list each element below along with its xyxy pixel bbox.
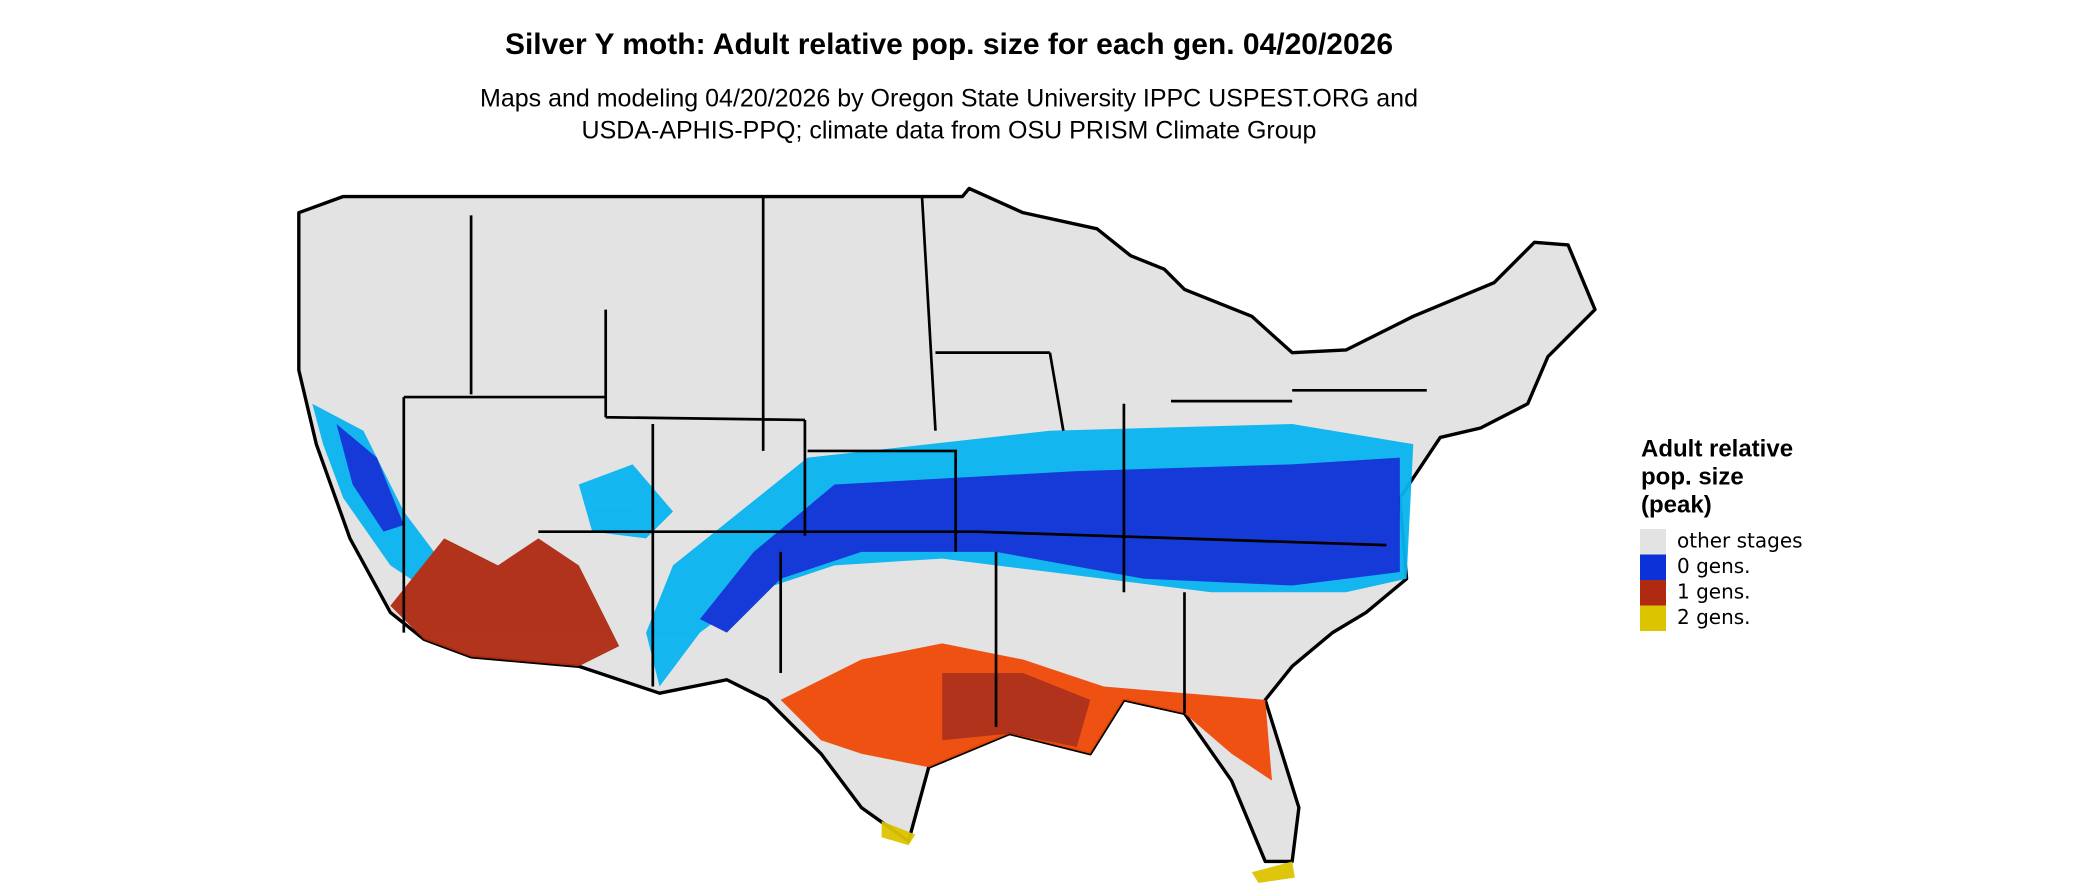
heat-zones — [312, 403, 1414, 883]
legend-title: pop. size — [1641, 463, 1744, 490]
legend-label: other stages — [1677, 529, 1803, 553]
subtitle-line: Maps and modeling 04/20/2026 by Oregon S… — [480, 85, 1418, 113]
legend-swatch — [1640, 529, 1666, 555]
legend-label: 1 gens. — [1677, 580, 1751, 604]
legend: Adult relative pop. size (peak) other st… — [1640, 435, 1803, 631]
zone-yellow — [881, 821, 1295, 883]
legend-swatch — [1640, 580, 1666, 606]
legend-label: 0 gens. — [1677, 554, 1751, 578]
legend-label: 2 gens. — [1677, 605, 1751, 629]
zone-blue — [699, 457, 1400, 633]
zone-blue-west — [336, 423, 404, 532]
map — [297, 186, 1597, 883]
legend-swatch — [1640, 554, 1666, 580]
title: Silver Y moth: Adult relative pop. size … — [505, 28, 1393, 61]
legend-swatch — [1640, 605, 1666, 631]
state-lines — [402, 196, 1427, 727]
zone-red-south — [942, 673, 1091, 748]
legend-title: Adult relative — [1641, 435, 1793, 462]
zone-cyan-sw — [578, 464, 673, 539]
subtitle-line: USDA-APHIS-PPQ; climate data from OSU PR… — [582, 117, 1317, 145]
zone-red-sw — [390, 538, 620, 667]
legend-title: (peak) — [1641, 491, 1712, 518]
